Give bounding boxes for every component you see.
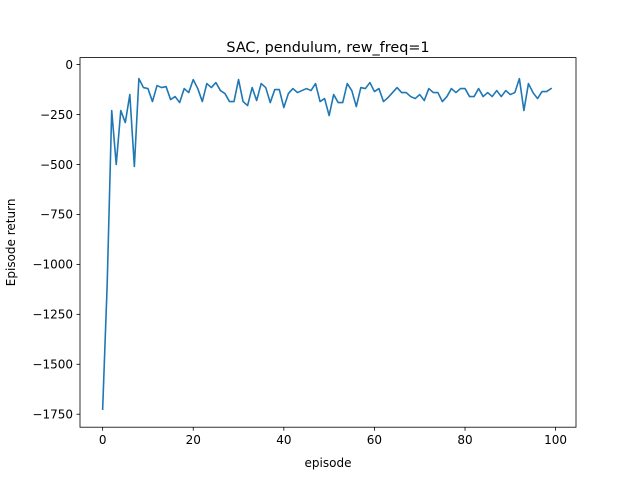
y-tick-label: −1250 [32, 308, 73, 322]
y-tick-label: −250 [40, 108, 73, 122]
y-tick-label: 0 [65, 58, 73, 72]
series-line-0 [101, 77, 553, 411]
axis-ticks: 0 20 40 60 80 100 0 −250 −500 −750 −1000 −1250 −1500… [32, 58, 567, 447]
x-tick-label: 100 [544, 433, 567, 447]
axes-frame [79, 57, 577, 428]
chart-title: SAC, pendulum, rew_freq=1 [226, 40, 429, 56]
y-tick-label: −1500 [32, 358, 73, 372]
plot-area [101, 77, 553, 411]
y-tick-label: −1750 [32, 408, 73, 422]
y-tick-label: −750 [40, 208, 73, 222]
x-tick-label: 0 [99, 433, 107, 447]
x-tick-label: 20 [186, 433, 201, 447]
x-tick-label: 80 [457, 433, 472, 447]
x-tick-label: 60 [367, 433, 382, 447]
x-axis-label: episode [305, 456, 352, 470]
x-tick-label: 40 [276, 433, 291, 447]
y-tick-label: −500 [40, 158, 73, 172]
y-axis-label: Episode return [4, 199, 18, 287]
y-tick-label: −1000 [32, 258, 73, 272]
